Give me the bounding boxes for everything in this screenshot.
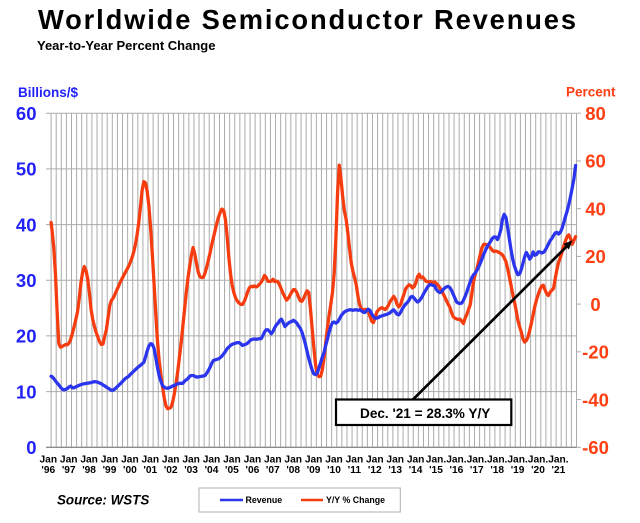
svg-text:Jan: Jan (80, 455, 98, 466)
svg-text:Jan.: Jan. (507, 455, 528, 466)
svg-text:-60: -60 (582, 437, 609, 458)
svg-text:Jan: Jan (203, 455, 221, 466)
svg-text:'10: '10 (327, 465, 341, 476)
svg-text:Jan: Jan (223, 455, 241, 466)
svg-text:'18: '18 (490, 465, 504, 476)
svg-text:'20: '20 (531, 465, 545, 476)
svg-text:80: 80 (585, 103, 606, 124)
svg-text:60: 60 (585, 151, 606, 172)
svg-text:'17: '17 (470, 465, 484, 476)
svg-text:Jan.: Jan. (446, 455, 467, 466)
svg-text:Jan: Jan (264, 455, 282, 466)
svg-text:'00: '00 (123, 465, 137, 476)
svg-text:'06: '06 (246, 465, 260, 476)
svg-text:-40: -40 (582, 389, 609, 410)
svg-text:50: 50 (16, 159, 37, 180)
svg-text:'96: '96 (41, 465, 55, 476)
svg-text:Jan: Jan (325, 455, 343, 466)
svg-text:'04: '04 (205, 465, 219, 476)
svg-text:'02: '02 (164, 465, 178, 476)
svg-text:Worldwide Semiconductor Revenu: Worldwide Semiconductor Revenues (38, 4, 576, 35)
svg-text:'08: '08 (286, 465, 300, 476)
svg-text:'01: '01 (143, 465, 157, 476)
svg-text:Percent: Percent (566, 85, 616, 100)
svg-text:Jan: Jan (182, 455, 200, 466)
svg-text:'11: '11 (348, 465, 362, 476)
svg-text:Jan: Jan (101, 455, 119, 466)
svg-text:Jan.: Jan. (548, 455, 569, 466)
svg-text:'05: '05 (225, 465, 239, 476)
svg-text:Jan: Jan (162, 455, 180, 466)
svg-text:Jan: Jan (142, 455, 160, 466)
svg-text:10: 10 (16, 381, 37, 402)
svg-text:'21: '21 (552, 465, 566, 476)
svg-text:0: 0 (26, 437, 36, 458)
svg-text:Jan.: Jan. (528, 455, 549, 466)
svg-text:Jan.: Jan. (426, 455, 447, 466)
svg-text:'99: '99 (103, 465, 117, 476)
svg-text:-20: -20 (582, 342, 609, 363)
svg-text:20: 20 (585, 246, 606, 267)
svg-text:Jan: Jan (305, 455, 323, 466)
svg-text:60: 60 (16, 103, 37, 124)
svg-text:Jan.: Jan. (467, 455, 488, 466)
svg-text:Jan: Jan (386, 455, 404, 466)
svg-text:'97: '97 (62, 465, 76, 476)
svg-text:Year-to-Year Percent Change: Year-to-Year Percent Change (37, 38, 215, 53)
svg-text:'16: '16 (450, 465, 464, 476)
svg-text:Revenue: Revenue (246, 495, 283, 505)
svg-text:20: 20 (16, 326, 37, 347)
svg-text:30: 30 (16, 270, 37, 291)
svg-text:Billions/$: Billions/$ (18, 85, 79, 100)
svg-text:Jan: Jan (366, 455, 384, 466)
svg-text:Source: WSTS: Source: WSTS (57, 493, 149, 508)
svg-text:Jan: Jan (346, 455, 364, 466)
svg-text:Jan: Jan (407, 455, 425, 466)
svg-text:'07: '07 (266, 465, 280, 476)
svg-text:Jan: Jan (60, 455, 78, 466)
svg-text:'15: '15 (429, 465, 443, 476)
svg-text:40: 40 (585, 199, 606, 220)
svg-text:Jan: Jan (244, 455, 262, 466)
svg-text:'13: '13 (388, 465, 402, 476)
svg-text:'12: '12 (368, 465, 382, 476)
svg-text:Jan: Jan (40, 455, 58, 466)
svg-text:Jan: Jan (121, 455, 139, 466)
svg-text:40: 40 (16, 214, 37, 235)
svg-text:Jan.: Jan. (487, 455, 508, 466)
svg-text:Jan: Jan (284, 455, 302, 466)
svg-text:'19: '19 (511, 465, 525, 476)
svg-text:'09: '09 (307, 465, 321, 476)
svg-text:Y/Y % Change: Y/Y % Change (326, 495, 385, 505)
svg-text:'98: '98 (82, 465, 96, 476)
svg-text:0: 0 (590, 294, 600, 315)
svg-text:'03: '03 (184, 465, 198, 476)
svg-text:'14: '14 (409, 465, 423, 476)
svg-text:Dec. '21 = 28.3% Y/Y: Dec. '21 = 28.3% Y/Y (360, 406, 490, 421)
